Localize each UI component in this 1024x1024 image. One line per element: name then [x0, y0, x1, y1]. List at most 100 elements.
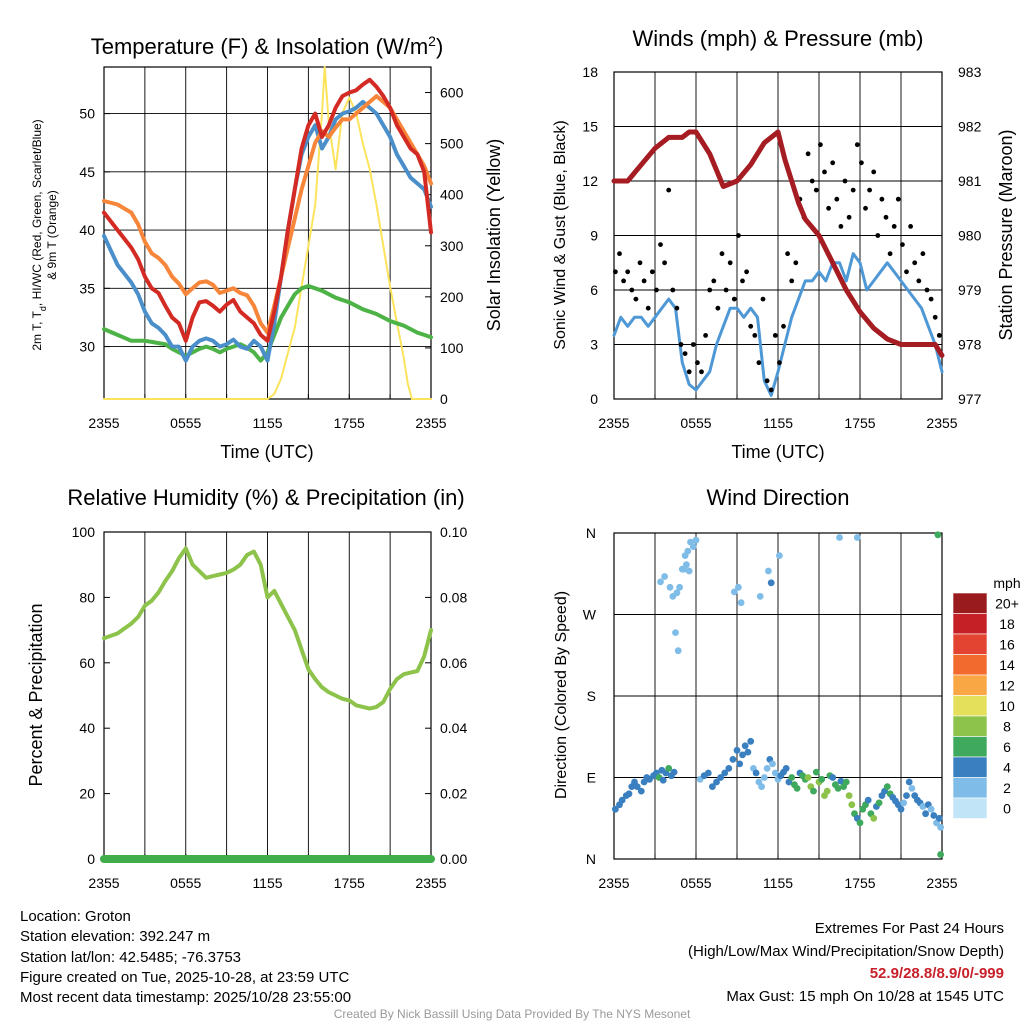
wind-x-tick-label: 1155	[763, 415, 793, 431]
dir-point	[908, 785, 916, 792]
wind-gust-point	[703, 333, 708, 338]
temp-y2-tick-label: 300	[440, 238, 464, 254]
extremes-values: 52.9/28.8/8.9/0/-999	[869, 965, 1004, 982]
wind-gust-point	[854, 142, 860, 148]
dir-legend-swatch	[952, 777, 988, 799]
dir-point	[782, 765, 790, 772]
wind-gust-point	[809, 178, 815, 184]
rh-y2-tick-label: 0.02	[440, 786, 467, 802]
dir-point	[685, 567, 693, 575]
dir-point	[853, 534, 861, 541]
wind-gust-point	[928, 296, 934, 302]
dir-point	[673, 589, 681, 597]
wind-y-tick-label: 12	[582, 173, 598, 189]
dir-legend-label: 12	[999, 678, 1015, 694]
wind-gust-point	[760, 296, 766, 302]
dir-point	[905, 778, 913, 786]
dir-legend-swatch	[952, 613, 988, 635]
wind-gust-point	[879, 196, 885, 202]
wind-y2label: Station Pressure (Maroon)	[996, 129, 1016, 340]
wind-gust-point	[887, 251, 893, 257]
wind-gust-point	[772, 333, 778, 338]
temp-x-tick-label: 2355	[88, 415, 119, 431]
wind-gust-point	[723, 287, 729, 293]
dir-point	[737, 599, 745, 607]
temp-series-2mt	[102, 77, 433, 343]
wind-gust-point	[777, 360, 782, 366]
wind-gust-point	[838, 224, 844, 229]
temp-x-tick-label: 0555	[170, 415, 201, 431]
dir-point	[760, 774, 768, 781]
wind-y2-tick-label: 979	[958, 282, 982, 298]
wind-gust-point	[826, 205, 831, 211]
temp-y2-tick-label: 200	[440, 289, 464, 305]
dir-legend-label: 8	[1003, 719, 1011, 735]
wind-gust-point	[936, 333, 942, 338]
rh-x-tick-label: 1755	[334, 875, 365, 891]
rh-y-tick-label: 0	[87, 851, 95, 867]
wind-gust-point	[793, 260, 799, 266]
figure-created: Figure created on Tue, 2025-10-28, at 23…	[20, 968, 350, 986]
wind-gust-point	[633, 296, 639, 302]
dir-point	[672, 629, 679, 636]
dir-legend-swatch	[952, 756, 988, 778]
wind-gust-point	[822, 169, 827, 175]
dir-point	[625, 790, 633, 798]
wind-gust-point	[670, 287, 676, 293]
dir-point	[897, 805, 905, 813]
dir-legend-label: 0	[1003, 801, 1011, 817]
wind-gust-point	[859, 160, 864, 166]
wind-x-tick-label: 2355	[598, 415, 629, 431]
wind-gust-point	[805, 151, 811, 157]
rh-y-tick-label: 40	[79, 720, 95, 736]
wind-gust-point	[678, 342, 684, 347]
station-location: Location: Groton	[20, 908, 131, 925]
rh-y-tick-label: 20	[79, 786, 95, 802]
dir-point	[752, 769, 760, 777]
dir-point	[713, 778, 720, 786]
temp-ylabel-line1: 2m T, Td, HI/WC (Red, Green, Scarlet/Blu…	[30, 119, 48, 350]
wind-gust-point	[748, 323, 754, 329]
wind-y2-tick-label: 983	[958, 64, 982, 80]
dir-legend-swatch	[952, 674, 988, 696]
extremes-title: Extremes For Past 24 Hours	[814, 920, 1004, 937]
dir-point	[709, 783, 716, 790]
dir-point	[927, 805, 935, 813]
wind-gust-point	[875, 233, 881, 238]
temp-y2-tick-label: 100	[440, 340, 464, 356]
wind-gust-point	[891, 224, 897, 229]
wind-gust-point	[654, 287, 659, 293]
dir-point	[692, 536, 700, 544]
dir-point	[870, 814, 878, 822]
wind-title: Winds (mph) & Pressure (mb)	[633, 26, 924, 51]
dir-legend-swatch	[952, 797, 988, 819]
dir-point	[810, 787, 817, 795]
temp-y2label: Solar Insolation (Yellow)	[484, 139, 504, 331]
wind-y2-tick-label: 981	[958, 173, 982, 189]
wind-gust-point	[645, 305, 651, 311]
extremes-info: Extremes For Past 24 Hours (High/Low/Max…	[688, 918, 1004, 1008]
rh-series-humidity	[102, 546, 433, 711]
dir-point	[735, 583, 742, 591]
dir-point	[922, 810, 929, 818]
dir-legend-title: mph	[993, 575, 1020, 591]
wind-gust-point	[695, 360, 700, 366]
dir-point	[935, 814, 943, 822]
dir-point	[829, 774, 837, 781]
dir-point	[864, 796, 872, 804]
dir-point	[665, 765, 673, 772]
temp-y2-tick-label: 0	[440, 391, 448, 407]
dir-point	[856, 819, 864, 827]
dir-y-tick-label: E	[587, 770, 596, 786]
dir-point	[900, 799, 908, 807]
wind-gust-point	[637, 260, 643, 266]
dir-point	[767, 579, 775, 587]
dir-point	[836, 534, 843, 541]
temp-x-tick-label: 2355	[415, 415, 446, 431]
dir-y-tick-label: N	[586, 525, 596, 541]
recent-timestamp: Most recent data timestamp: 2025/10/28 2…	[20, 989, 352, 1007]
wind-y-tick-label: 9	[590, 228, 598, 244]
dir-point	[771, 769, 779, 777]
dir-legend-swatch	[952, 592, 988, 614]
wind-gust-point	[666, 187, 672, 193]
